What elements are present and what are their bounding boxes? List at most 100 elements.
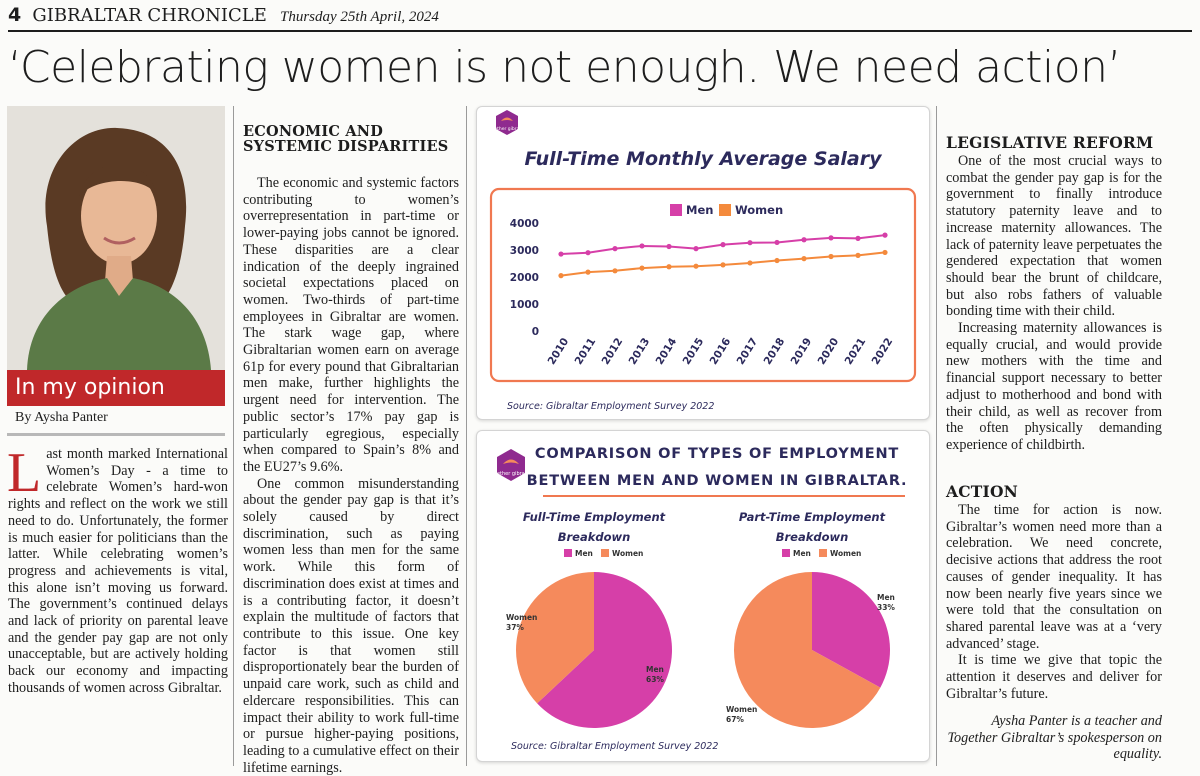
column-intro: L ast month marked International Women’s… — [7, 442, 228, 766]
author-bio: Aysha Panter is a teacher and Together G… — [947, 713, 1162, 763]
data-point-women — [585, 269, 591, 275]
slice-value-men: 33% — [877, 603, 895, 612]
pie-title-parttime-line1: Part-Time Employment — [739, 510, 886, 524]
section-heading-economic: ECONOMIC AND SYSTEMIC DISPARITIES — [243, 123, 449, 155]
action-paragraph-1: The time for action is now. Gibraltar’s … — [946, 502, 1162, 652]
data-point-men — [585, 250, 591, 256]
y-tick-label: 0 — [532, 326, 539, 338]
author-photo-illustration — [7, 106, 225, 370]
data-point-women — [558, 273, 564, 279]
column-action: The time for action is now. Gibraltar’s … — [946, 502, 1162, 702]
data-point-men — [612, 246, 618, 252]
data-point-women — [774, 257, 780, 264]
data-point-men — [558, 251, 564, 257]
intro-paragraph: ast month marked International Women’s D… — [8, 446, 228, 696]
opinion-label: In my opinion — [7, 370, 225, 406]
y-tick-label: 4000 — [510, 218, 539, 230]
data-point-men — [882, 232, 888, 238]
data-point-men — [720, 242, 726, 248]
page-number: 4 — [8, 4, 22, 26]
slice-label-men: Men — [877, 593, 895, 602]
slice-label-women: Women — [506, 613, 537, 622]
pie-legend-women: Women — [830, 549, 861, 558]
newspaper-name: GIBRALTAR CHRONICLE — [32, 5, 267, 26]
data-point-men — [639, 243, 645, 249]
together-gibraltar-logo: together gibraltar — [489, 449, 534, 481]
slice-value-women: 67% — [726, 715, 744, 724]
slice-label-women: Women — [726, 705, 757, 714]
data-point-men — [855, 235, 861, 241]
pie-legend-women: Women — [612, 549, 643, 558]
issue-date: Thursday 25th April, 2024 — [279, 9, 439, 25]
data-point-men — [693, 246, 699, 252]
data-point-women — [747, 260, 753, 266]
pie-title-parttime-line2: Breakdown — [776, 530, 849, 544]
slice-value-men: 63% — [646, 675, 664, 684]
pie-source: Source: Gibraltar Employment Survey 2022 — [511, 741, 718, 752]
author-portrait — [7, 106, 225, 370]
logo-text: together gibraltar — [489, 471, 534, 477]
action-paragraph-2: It is time we give that topic the attent… — [946, 652, 1162, 702]
data-point-men — [666, 243, 672, 250]
pie-slice-women — [734, 572, 881, 728]
data-point-women — [666, 264, 672, 270]
column-divider — [936, 106, 937, 766]
chart-title: Full-Time Monthly Average Salary — [524, 148, 883, 170]
economic-paragraph-2: One common misunderstanding about the ge… — [243, 475, 459, 776]
slice-label-men: Men — [646, 665, 664, 674]
chart-legend: Men Women — [670, 203, 783, 217]
masthead: 4 GIBRALTAR CHRONICLE Thursday 25th Apri… — [8, 4, 708, 30]
data-point-women — [882, 249, 888, 256]
legend-swatch-men — [670, 204, 682, 216]
y-tick-label: 2000 — [510, 272, 539, 284]
data-point-women — [612, 268, 618, 274]
pie-legend-fulltime: Men Women — [564, 549, 643, 558]
pie-legend-men: Men — [575, 549, 593, 558]
pie-title-fulltime-line1: Full-Time Employment — [523, 510, 666, 524]
data-point-women — [720, 262, 726, 268]
drop-cap: L — [7, 442, 42, 504]
legend-label-men: Men — [686, 203, 713, 217]
column-divider — [466, 106, 467, 766]
data-point-women — [639, 265, 645, 271]
legislative-paragraph-2: Increasing maternity allowances is equal… — [946, 320, 1162, 453]
salary-chart-card: together gibraltar Full-Time Monthly Ave… — [476, 106, 930, 420]
data-point-men — [828, 235, 834, 241]
section-heading-legislative: LEGISLATIVE REFORM — [946, 133, 1154, 152]
together-gibraltar-logo: together gibraltar — [487, 110, 527, 135]
pie-card-title-line2: BETWEEN MEN AND WOMEN IN GIBRALTAR. — [527, 473, 908, 489]
logo-text: together gibraltar — [487, 126, 527, 132]
column-economic: The economic and systemic factors contri… — [243, 175, 459, 776]
data-point-women — [855, 252, 861, 258]
pie-slice-men — [537, 572, 672, 728]
title-underline — [543, 495, 905, 497]
employment-pie-card: together gibraltar COMPARISON OF TYPES O… — [476, 430, 930, 762]
legend-swatch-women — [719, 204, 731, 216]
slice-value-women: 37% — [506, 623, 524, 632]
column-legislative: One of the most crucial ways to combat t… — [946, 153, 1162, 483]
data-point-women — [693, 263, 699, 269]
y-tick-label: 1000 — [510, 299, 539, 311]
salary-line-chart: together gibraltar Full-Time Monthly Ave… — [487, 110, 917, 412]
chart-source: Source: Gibraltar Employment Survey 2022 — [507, 401, 714, 412]
pie-title-fulltime-line2: Breakdown — [558, 530, 631, 544]
pie-legend-parttime: Men Women — [782, 549, 861, 558]
data-point-men — [747, 240, 753, 246]
masthead-rule — [8, 30, 1192, 32]
byline: By Aysha Panter — [15, 410, 108, 425]
legend-label-women: Women — [735, 203, 783, 217]
pie-card-title-line1: COMPARISON OF TYPES OF EMPLOYMENT — [535, 446, 899, 462]
section-heading-action: ACTION — [946, 482, 1019, 501]
chart-frame — [489, 187, 917, 383]
pie-slice-men — [812, 572, 890, 688]
legislative-paragraph-1: One of the most crucial ways to combat t… — [946, 153, 1162, 320]
pie-slice-women — [516, 572, 594, 704]
column-divider — [233, 106, 234, 766]
headline: ‘Celebrating women is not enough. We nee… — [8, 42, 1122, 93]
y-tick-label: 3000 — [510, 245, 539, 257]
employment-pie-charts: together gibraltar COMPARISON OF TYPES O… — [489, 446, 908, 752]
data-point-women — [801, 256, 807, 262]
pie-legend-men: Men — [793, 549, 811, 558]
economic-paragraph-1: The economic and systemic factors contri… — [243, 175, 459, 475]
data-point-men — [774, 239, 780, 246]
